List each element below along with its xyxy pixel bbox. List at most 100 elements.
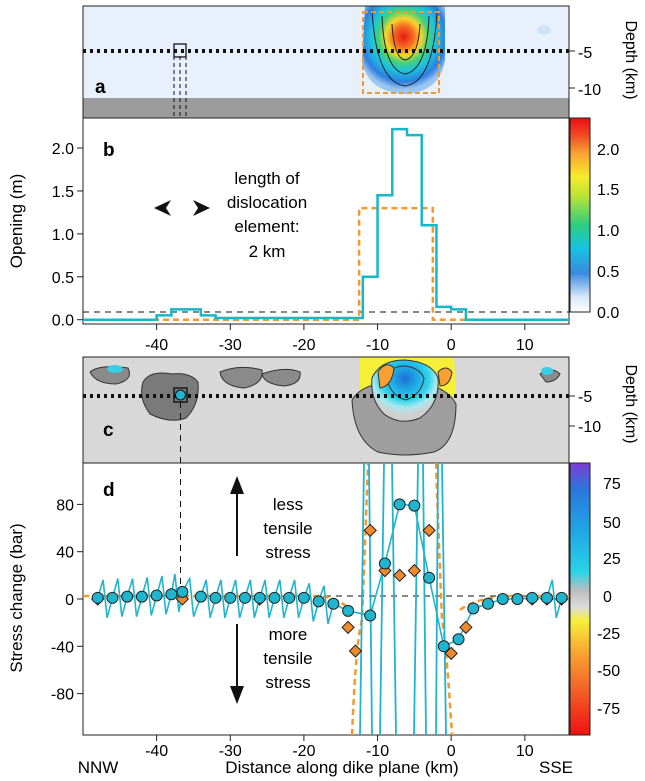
depth-axis-label-c: Depth (km) bbox=[622, 364, 639, 443]
stress-point-circle bbox=[555, 591, 568, 604]
stress-point-diamond bbox=[459, 620, 473, 635]
opening-colorbar: 2.0 1.5 1.0 0.5 0.0 bbox=[569, 117, 619, 322]
opening-axis-label: Opening (m) bbox=[7, 174, 26, 268]
opening-cb-tick-0.0: 0.0 bbox=[597, 305, 619, 322]
opening-ytick-label: 0.0 bbox=[52, 313, 74, 330]
panel-a-contour-outer bbox=[371, 9, 438, 87]
stress-point-circle bbox=[511, 593, 524, 605]
arrow-up-head bbox=[230, 476, 244, 494]
stress-point-circle bbox=[224, 591, 237, 604]
series-distributed-opening bbox=[83, 127, 569, 321]
upper-xtick-label: 0 bbox=[447, 337, 456, 354]
depth-tick-10-a: -10 bbox=[578, 82, 601, 99]
panel-c-blob-3 bbox=[261, 368, 301, 387]
stress-axis-label: Stress change (bar) bbox=[7, 523, 26, 672]
direction-nnw: NNW bbox=[78, 758, 119, 777]
stress-colorbar: 75 50 25 0 -25 -50 -75 bbox=[569, 462, 621, 736]
opening-colorbar-gradient bbox=[569, 117, 591, 313]
panel-b-label: b bbox=[103, 140, 115, 161]
stress-point-circle bbox=[268, 591, 281, 604]
stress-xtick-label: 0 bbox=[447, 743, 456, 760]
stress-ytick-label: 40 bbox=[56, 545, 74, 562]
depth-axis-label-a: Depth (km) bbox=[622, 20, 639, 99]
stress-point-circle bbox=[297, 591, 310, 604]
stress-ytick-label: 80 bbox=[56, 497, 74, 514]
panel-b-frame bbox=[82, 117, 570, 325]
panel-c-orange-left bbox=[377, 364, 395, 389]
annotation-less-3: stress bbox=[265, 543, 310, 562]
panel-a-spot bbox=[537, 25, 551, 35]
stress-xtick-label: -30 bbox=[219, 743, 242, 760]
panel-c-label: c bbox=[103, 420, 114, 441]
opening-ytick-label: 1.5 bbox=[52, 184, 74, 201]
opening-ytick-label: 2.0 bbox=[52, 141, 74, 158]
series-uniform-opening bbox=[83, 206, 569, 321]
stress-point-circle bbox=[283, 591, 296, 604]
stress-point-circle bbox=[423, 571, 436, 584]
arrowhead-right bbox=[193, 200, 210, 216]
arrowhead-left bbox=[154, 200, 171, 216]
stress-colorbar-gradient bbox=[569, 462, 591, 736]
stress-xtick-label: -20 bbox=[292, 743, 315, 760]
panel-a-bedrock bbox=[83, 98, 569, 118]
panel-a-label: a bbox=[95, 77, 106, 98]
stress-ytick-label: -80 bbox=[51, 687, 74, 704]
stress-point-circle bbox=[165, 588, 178, 601]
stress-point-diamond bbox=[422, 523, 436, 538]
stress-cb-tick-25: 25 bbox=[603, 551, 621, 568]
annotation-length-4: 2 km bbox=[249, 242, 286, 261]
stress-cb-tick--25: -25 bbox=[597, 626, 620, 643]
stress-xtick-label: -10 bbox=[366, 743, 389, 760]
panel-c-blob-2 bbox=[219, 366, 263, 389]
panel-a: a bbox=[82, 5, 570, 119]
annotation-less-2: tensile bbox=[263, 519, 312, 538]
stress-point-circle bbox=[342, 604, 355, 617]
envelope-tail-right bbox=[459, 594, 569, 612]
stress-point-diamond bbox=[363, 523, 377, 538]
stress-point-circle bbox=[239, 591, 251, 604]
stress-point-diamond bbox=[407, 563, 422, 578]
stress-point-circle bbox=[176, 585, 189, 598]
upper-xtick-label: -20 bbox=[292, 337, 315, 354]
stress-point-circle bbox=[135, 590, 148, 603]
stress-point-circle bbox=[378, 557, 391, 570]
annotation-less-1: less bbox=[273, 495, 303, 514]
stress-point-circle bbox=[467, 602, 480, 615]
upper-xtick-label: -10 bbox=[366, 337, 389, 354]
stress-cb-tick-50: 50 bbox=[603, 515, 621, 532]
stress-xtick-label: 10 bbox=[516, 743, 534, 760]
stress-point-circle bbox=[526, 591, 539, 604]
stress-point-circle bbox=[452, 633, 465, 646]
panel-a-depth-axis: -5 -10 Depth (km) bbox=[569, 20, 639, 100]
stress-point-circle bbox=[496, 593, 509, 605]
distance-axis-label: Distance along dike plane (km) bbox=[225, 758, 458, 777]
stress-profile-line bbox=[96, 503, 563, 648]
annotation-more-3: stress bbox=[265, 673, 310, 692]
stress-point-circle bbox=[194, 590, 207, 603]
annotation-length-2: dislocation bbox=[227, 193, 307, 212]
stress-point-circle bbox=[209, 591, 222, 604]
stress-point-circle bbox=[393, 498, 406, 511]
panel-c-depth-axis: -5 -10 Depth (km) bbox=[569, 364, 639, 444]
stress-point-circle bbox=[540, 591, 553, 604]
depth-tick-10-c: -10 bbox=[578, 419, 601, 436]
upper-xtick-label: -40 bbox=[145, 337, 168, 354]
arrow-down-head bbox=[230, 686, 244, 704]
stress-profile-spikes bbox=[359, 463, 447, 735]
annotation-length-3: element: bbox=[234, 217, 299, 236]
stress-point-circle bbox=[408, 499, 421, 512]
opening-cb-tick-2.0: 2.0 bbox=[597, 142, 619, 159]
annotation-more-2: tensile bbox=[263, 649, 312, 668]
panel-c-orange-right bbox=[437, 367, 453, 387]
stress-point-circle bbox=[91, 591, 104, 604]
stress-point-circle bbox=[106, 591, 119, 604]
panel-c-element-point bbox=[175, 389, 186, 401]
stress-cb-tick-0: 0 bbox=[603, 589, 612, 606]
panel-d-plot-area bbox=[83, 463, 569, 735]
upper-xtick-label: -30 bbox=[219, 337, 242, 354]
depth-tick-5-c: -5 bbox=[578, 389, 592, 406]
stress-cb-tick--75: -75 bbox=[597, 701, 620, 718]
stress-point-circle bbox=[253, 591, 266, 604]
panel-d: d 80 40 0 -40 -80 -40 -30 -20 -10 0 10 less tensi… bbox=[7, 402, 573, 777]
